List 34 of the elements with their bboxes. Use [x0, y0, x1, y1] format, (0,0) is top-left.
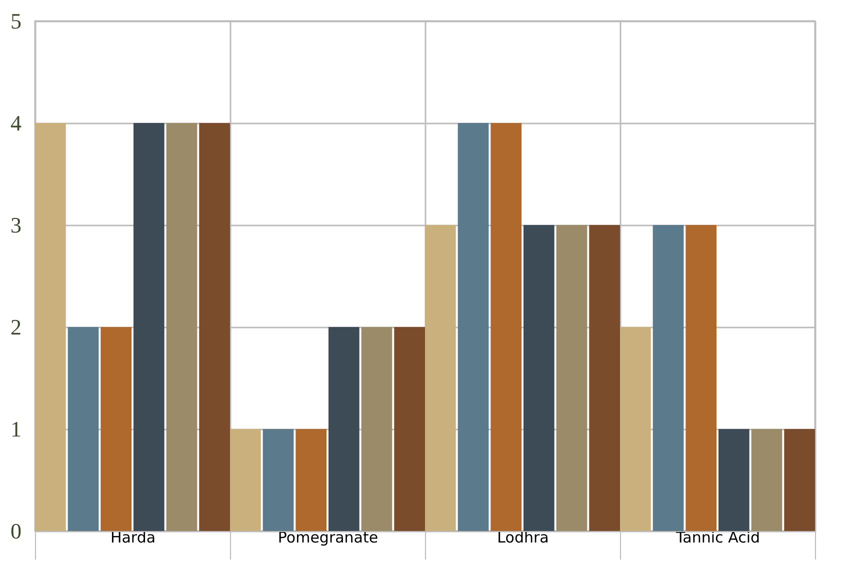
bar [199, 123, 230, 531]
bar [166, 123, 198, 531]
y-tick-label: 3 [10, 212, 22, 238]
bar [620, 327, 651, 531]
bar [425, 225, 456, 531]
x-tick-label: Harda [110, 528, 156, 546]
bar [35, 123, 66, 531]
bar [686, 225, 717, 531]
bar [328, 327, 360, 531]
bar [523, 225, 554, 531]
bar [652, 225, 684, 531]
y-tick-label: 2 [10, 314, 22, 340]
bar [394, 327, 425, 531]
y-tick-label: 4 [10, 110, 22, 136]
x-tick-label: Tannic Acid [674, 528, 760, 546]
bar [589, 225, 620, 531]
x-tick-label: Lodhra [497, 528, 549, 546]
bar [490, 123, 522, 531]
bar [556, 225, 588, 531]
bar [133, 123, 164, 531]
bar [262, 429, 294, 531]
bar [100, 327, 132, 531]
bar [718, 429, 750, 531]
bar [458, 123, 489, 531]
x-tick-label: Pomegranate [278, 528, 378, 546]
bar [68, 327, 99, 531]
y-tick-label: 5 [10, 8, 22, 34]
bar [296, 429, 327, 531]
bar [751, 429, 782, 531]
bar [784, 429, 815, 531]
y-tick-label: 1 [10, 416, 22, 442]
bar [361, 327, 392, 531]
y-tick-label: 0 [10, 518, 22, 544]
bar [230, 429, 261, 531]
